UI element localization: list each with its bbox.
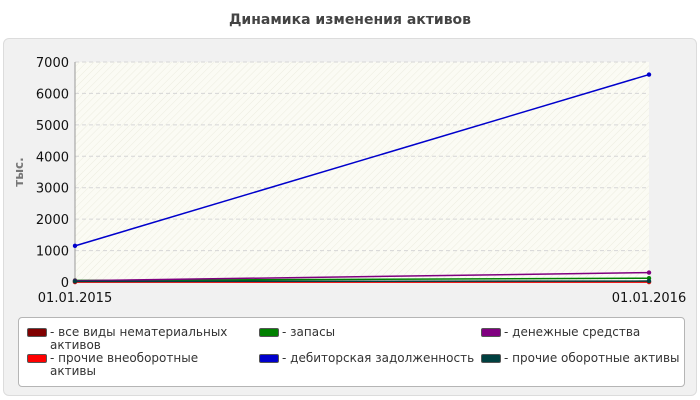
x-tick-label: 01.01.2016: [612, 291, 686, 306]
y-tick-label: 2000: [36, 213, 69, 228]
series-group: [72, 72, 652, 249]
legend-swatch: [481, 354, 501, 363]
series-group: [72, 278, 652, 284]
data-point: [646, 72, 652, 77]
legend-item: - запасы: [259, 326, 335, 339]
data-point: [646, 270, 652, 275]
y-axis-label: тыс.: [12, 157, 26, 186]
legend-swatch: [27, 354, 47, 363]
legend-swatch: [27, 328, 47, 337]
legend-swatch: [259, 328, 279, 337]
legend-label: - запасы: [282, 325, 336, 339]
y-tick-label: 4000: [36, 150, 69, 165]
legend-label: - дебиторская задолженность: [282, 351, 475, 365]
chart-title: Динамика изменения активов: [228, 12, 472, 28]
data-point: [646, 278, 652, 284]
legend-label: - денежные средства: [504, 325, 641, 339]
legend-label: - прочие оборотные активы: [504, 351, 680, 365]
legend-swatch: [481, 328, 501, 337]
chart-legend: - все виды нематериальных активов - запас…: [18, 317, 685, 387]
y-tick-label: 7000: [36, 56, 69, 71]
legend-swatch: [259, 354, 279, 363]
legend-item: - дебиторская задолженность: [259, 352, 474, 365]
legend-label: - все виды нематериальных активов: [50, 325, 228, 352]
y-tick-label: 6000: [36, 87, 69, 102]
plot-area: [75, 62, 649, 282]
y-tick-label: 5000: [36, 119, 69, 134]
x-tick-label: 01.01.2015: [38, 291, 112, 306]
legend-item: - прочие внеоборотные активы: [27, 352, 247, 378]
data-point: [72, 243, 78, 249]
y-tick-label: 1000: [36, 245, 69, 260]
legend-label: - прочие внеоборотные активы: [50, 351, 199, 378]
y-tick-label: 3000: [36, 182, 69, 197]
legend-item: - все виды нематериальных активов: [27, 326, 247, 352]
series-line: [74, 271, 650, 282]
series-line: [74, 73, 650, 247]
y-tick-label: 0: [61, 276, 69, 291]
legend-item: - прочие оборотные активы: [481, 352, 680, 365]
legend-item: - денежные средства: [481, 326, 640, 339]
data-point: [72, 279, 78, 284]
